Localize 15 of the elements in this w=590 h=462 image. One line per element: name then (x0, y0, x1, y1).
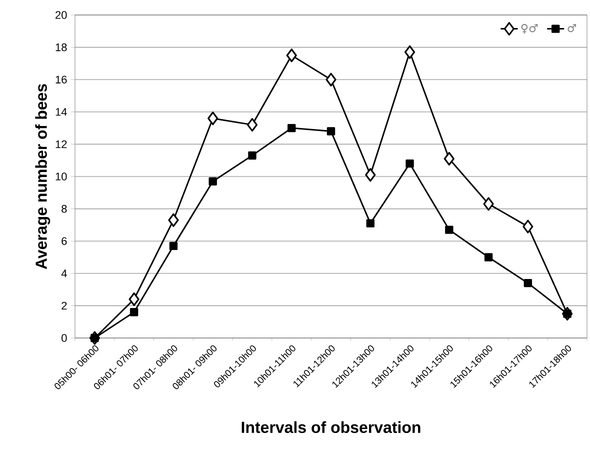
y-tick-label: 12 (56, 140, 67, 148)
y-tick-label: 4 (61, 270, 67, 278)
y-tick-label: 2 (62, 302, 67, 310)
y-tick-label: 20 (56, 11, 67, 19)
y-tick-label: 8 (62, 204, 67, 213)
y-tick-label: 0 (62, 334, 67, 342)
y-tick-label: 10 (56, 172, 67, 180)
legend-label: ♂ (568, 24, 576, 32)
legend-label: ♀♂ (521, 24, 538, 34)
x-axis-title: Intervals of observation (242, 421, 420, 434)
y-tick-label: 16 (56, 76, 67, 84)
y-tick-label: 18 (56, 43, 67, 52)
y-tick-label: 6 (62, 237, 67, 245)
y-tick-label: 14 (56, 108, 67, 116)
y-axis-title: Average number of bees (35, 84, 50, 270)
